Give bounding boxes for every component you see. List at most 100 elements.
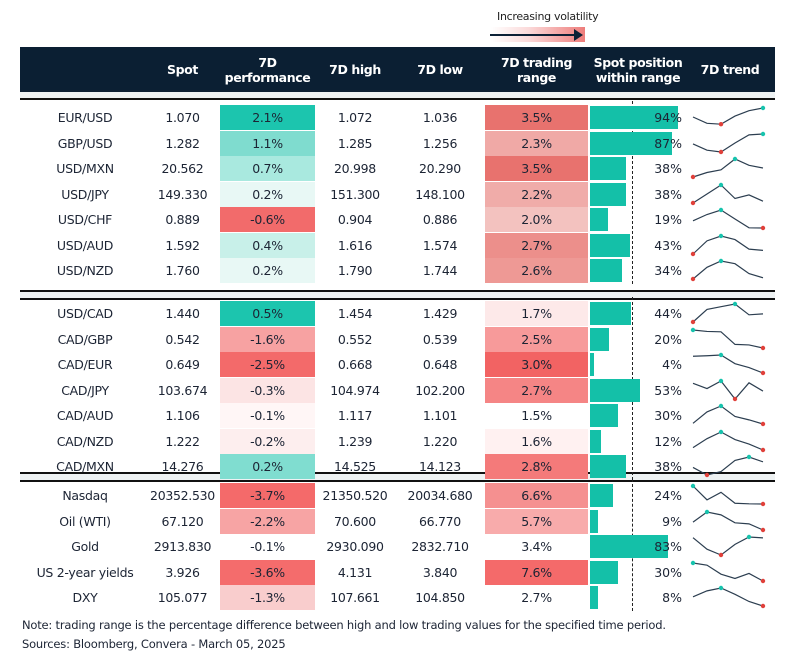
spot-value: 20352.530 (150, 488, 215, 503)
row-label: USD/CHF (57, 212, 113, 227)
position-bar (590, 429, 602, 453)
trend-line (692, 430, 764, 451)
footnote: Note: trading range is the percentage di… (22, 618, 666, 632)
trend-min-point (732, 396, 738, 401)
trend-min-point (760, 603, 766, 609)
position-pct: 19% (654, 212, 682, 227)
row-label: US 2-year yields (36, 564, 134, 580)
position-bar (590, 259, 622, 282)
trend-line (692, 209, 764, 229)
row-label: CAD/EUR (57, 357, 113, 372)
spot-value: 1.760 (165, 263, 200, 278)
trend-line (692, 405, 764, 425)
trend-sparkline (692, 509, 766, 532)
range-value: 2.5% (485, 326, 588, 352)
trend-max-point (704, 509, 710, 514)
perf-value: -0.3% (220, 377, 315, 403)
trend-sparkline (690, 560, 766, 583)
low-value: 1.101 (422, 408, 458, 423)
high-value: 107.661 (330, 590, 380, 605)
trend-min-point (718, 149, 724, 154)
trend-sparkline (692, 352, 766, 376)
trend-sparkline (692, 585, 766, 609)
perf-value: 0.7% (220, 156, 315, 181)
position-pct: 24% (654, 488, 682, 503)
range-value: 7.6% (485, 559, 588, 585)
midpoint-dashed-line (632, 101, 633, 284)
range-value: 1.6% (485, 428, 588, 454)
row-label: CAD/JPY (61, 382, 109, 398)
trend-max-point (690, 483, 696, 489)
low-value: 3.840 (422, 564, 458, 580)
range-value: 1.7% (485, 301, 588, 326)
trend-min-point (718, 122, 724, 127)
trend-min-point (718, 552, 724, 558)
trend-line (692, 510, 764, 531)
trend-min-point (690, 319, 696, 325)
sources: Sources: Bloomberg, Convera - March 05, … (22, 637, 286, 651)
perf-value: -0.2% (220, 428, 315, 454)
header-range: 7D trading range (500, 54, 573, 85)
trend-min-point (760, 578, 766, 583)
trend-min-point (690, 174, 696, 180)
high-value: 1.616 (337, 237, 373, 253)
header-high: 7D high (329, 62, 381, 77)
position-pct: 9% (662, 513, 682, 529)
trend-line (692, 536, 764, 556)
range-value: 6.6% (485, 483, 588, 508)
position-bar (590, 302, 632, 325)
perf-value: -3.7% (220, 483, 315, 508)
trend-sparkline (692, 207, 766, 231)
high-value: 14.525 (334, 459, 376, 474)
perf-value: -0.6% (220, 207, 315, 232)
perf-value: 0.2% (220, 181, 315, 207)
trend-min-point (760, 527, 766, 532)
row-label: USD/JPY (61, 186, 109, 202)
position-bar (590, 131, 672, 155)
perf-value: -2.5% (220, 352, 315, 377)
trend-max-point (718, 403, 724, 409)
perf-value: -0.1% (220, 534, 315, 559)
trend-max-point (718, 585, 724, 591)
trend-max-point (760, 131, 766, 136)
range-value: 3.5% (485, 156, 588, 181)
row-label: Gold (71, 539, 99, 554)
trend-sparkline (690, 182, 764, 205)
high-value: 0.552 (337, 331, 373, 347)
section-rule (20, 98, 775, 100)
low-value: 0.539 (422, 331, 458, 347)
position-bar (590, 404, 619, 427)
section-rule (20, 290, 775, 292)
perf-value: -1.3% (220, 585, 315, 610)
position-bar (590, 233, 631, 257)
trend-sparkline (692, 105, 766, 127)
low-value: 0.648 (422, 357, 458, 372)
spot-value: 149.330 (157, 186, 208, 202)
range-value: 3.4% (485, 534, 588, 559)
trend-max-point (732, 156, 738, 162)
trend-sparkline (690, 156, 764, 180)
spot-value: 1.282 (165, 135, 200, 151)
spot-value: 1.592 (165, 237, 200, 253)
high-value: 104.974 (330, 382, 380, 398)
trend-min-point (760, 225, 766, 231)
position-pct: 44% (654, 306, 682, 321)
position-pct: 30% (654, 564, 682, 580)
header-low: 7D low (417, 62, 463, 77)
trend-sparkline (692, 454, 764, 478)
row-label: USD/NZD (56, 263, 114, 278)
low-value: 0.886 (422, 212, 458, 227)
position-pct: 87% (654, 135, 682, 151)
range-value: 2.6% (485, 258, 588, 283)
low-value: 1.429 (422, 306, 458, 321)
low-value: 20034.680 (407, 488, 473, 503)
trend-max-point (718, 207, 724, 213)
high-value: 20.998 (334, 161, 376, 176)
row-label: Nasdaq (62, 488, 108, 503)
position-bar (590, 327, 609, 351)
high-value: 0.668 (337, 357, 373, 372)
position-pct: 38% (654, 459, 682, 474)
low-value: 1.256 (422, 135, 458, 151)
perf-value: 1.1% (220, 130, 315, 156)
